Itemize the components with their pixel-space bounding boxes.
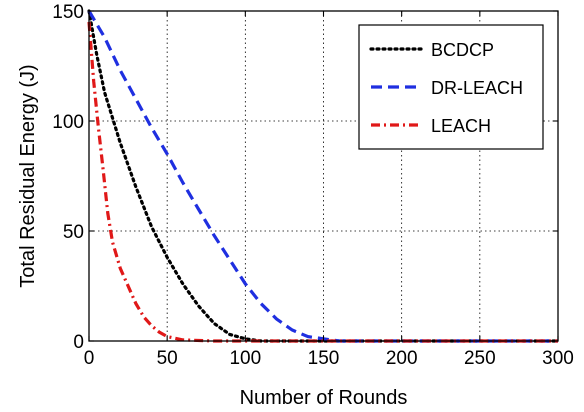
axis-ticks: 0 50 100 150 200 250 300 0 50 100 150 — [52, 2, 574, 369]
x-axis-title: Number of Rounds — [240, 387, 408, 409]
x-tick-label: 150 — [308, 348, 340, 369]
x-tick-label: 0 — [84, 348, 95, 369]
x-tick-label: 50 — [157, 348, 178, 369]
y-tick-label: 0 — [73, 332, 84, 353]
legend-label: DR-LEACH — [431, 78, 523, 98]
x-tick-label: 100 — [229, 348, 261, 369]
x-tick-label: 300 — [542, 348, 574, 369]
x-tick-label: 250 — [464, 348, 496, 369]
y-axis-title: Total Residual Energy (J) — [17, 64, 39, 287]
x-tick-label: 200 — [386, 348, 418, 369]
legend-label: LEACH — [431, 116, 491, 136]
legend-label: BCDCP — [431, 40, 494, 60]
y-tick-label: 150 — [52, 2, 84, 23]
y-tick-label: 100 — [52, 112, 84, 133]
y-tick-label: 50 — [63, 222, 84, 243]
legend: BCDCP DR-LEACH LEACH — [358, 24, 544, 150]
